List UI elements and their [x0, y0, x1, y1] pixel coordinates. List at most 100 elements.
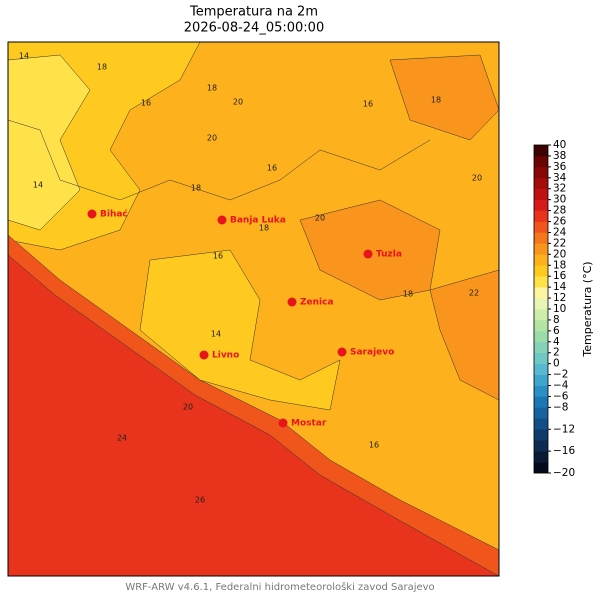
colorbar-tick-label: 40: [553, 139, 566, 151]
colorbar-tick-label: 6: [553, 325, 560, 337]
city-label: Bihać: [100, 209, 128, 220]
contour-label: 24: [117, 434, 127, 443]
contour-label: 20: [183, 403, 193, 412]
contour-label: 16: [141, 99, 151, 108]
colorbar-tick-label: 30: [553, 194, 566, 206]
city-marker: [199, 350, 209, 360]
colorbar-segment: [534, 166, 548, 179]
colorbar-tick-label: 2: [553, 347, 560, 359]
colorbar-tick-label: 14: [553, 281, 567, 293]
colorbar-tick-label: −12: [553, 423, 575, 435]
colorbar-segment: [534, 188, 548, 200]
field-zone: [8, 254, 499, 576]
contour-label: 14: [19, 52, 29, 61]
colorbar-tick-label: 18: [553, 259, 566, 271]
city-label: Tuzla: [376, 250, 402, 260]
colorbar-segment: [534, 440, 548, 452]
colorbar-segment: [534, 352, 548, 364]
colorbar-tick-label: 32: [553, 183, 566, 195]
colorbar-segment: [534, 210, 548, 222]
colorbar-tick-label: −4: [553, 380, 569, 392]
contour-label: 16: [213, 252, 223, 261]
contour-label: 18: [431, 96, 441, 105]
contour-label: 26: [195, 496, 205, 505]
colorbar-segment: [534, 298, 548, 310]
contour-label: 18: [97, 63, 107, 72]
colorbar-segment: [534, 451, 548, 463]
colorbar-segment: [534, 221, 548, 233]
contour-label: 14: [33, 181, 43, 190]
map-field: [8, 42, 499, 576]
colorbar-segment: [534, 330, 548, 343]
colorbar-segment: [534, 199, 548, 211]
contour-label: 20: [207, 134, 217, 143]
city-marker: [337, 347, 347, 357]
colorbar-segment: [534, 265, 548, 277]
colorbar-tick-label: 0: [553, 358, 560, 370]
colorbar-tick-label: 12: [553, 292, 566, 304]
colorbar-tick-label: −20: [553, 467, 575, 479]
city-marker: [217, 215, 227, 225]
colorbar-segment: [534, 254, 548, 266]
colorbar-tick-label: 20: [553, 248, 566, 260]
contour-label: 18: [191, 184, 201, 193]
colorbar-segment: [534, 155, 548, 168]
colorbar-segment: [534, 396, 548, 408]
city-label: Livno: [212, 351, 239, 361]
colorbar-tick-label: 10: [553, 303, 566, 315]
colorbar-segment: [534, 287, 548, 299]
border-line: [8, 119, 431, 201]
city-marker: [287, 297, 297, 307]
colorbar-label: Temperatura (°C): [581, 261, 594, 357]
contour-label: 20: [315, 214, 325, 223]
contour-label: 20: [472, 174, 482, 183]
field-zone: [139, 249, 341, 411]
contour-label: 16: [363, 100, 373, 109]
contour-label: 20: [233, 98, 243, 107]
map-frame: [7, 41, 500, 577]
colorbar-segment: [534, 145, 548, 157]
colorbar-tick-label: −6: [553, 390, 569, 402]
city-marker: [363, 249, 373, 259]
colorbar-segment: [534, 407, 548, 419]
contour-label: 22: [469, 289, 479, 298]
city-marker: [278, 418, 288, 428]
colorbar-segment: [534, 319, 548, 332]
colorbar-segment: [534, 374, 548, 386]
colorbar-tick-label: −16: [553, 445, 575, 457]
colorbar-tick-label: 26: [553, 216, 567, 228]
colorbar-tick-label: 24: [553, 226, 567, 238]
colorbar-tick-label: 38: [553, 150, 566, 162]
colorbar-segment: [534, 385, 548, 397]
colorbar-segment: [534, 309, 548, 321]
colorbar-tick-label: 36: [553, 161, 567, 173]
colorbar-segment: [534, 232, 548, 244]
colorbar-segment: [534, 363, 548, 375]
city-label: Sarajevo: [350, 348, 394, 358]
colorbar-segment: [534, 418, 548, 430]
contour-label: 14: [211, 330, 221, 339]
contour-label: 18: [403, 290, 413, 299]
contour-label: 18: [207, 84, 217, 93]
colorbar-tick-label: 34: [553, 172, 567, 184]
city-label: Zenica: [300, 298, 334, 308]
title: Temperatura na 2m: [189, 5, 318, 20]
colorbar-tick-label: −8: [553, 401, 568, 413]
colorbar-tick-label: 28: [553, 205, 566, 217]
colorbar-tick-label: 8: [553, 314, 560, 326]
city-label: Banja Luka: [230, 216, 286, 226]
subtitle: 2026-08-24_05:00:00: [184, 21, 324, 36]
colorbar-segment: [534, 462, 548, 474]
field-zone: [389, 54, 499, 141]
field-zone: [8, 54, 91, 231]
city-label: Mostar: [291, 419, 327, 429]
colorbar-segment: [534, 243, 548, 255]
colorbar-tick-label: −2: [553, 369, 568, 381]
colorbar-segment: [534, 177, 548, 190]
colorbar-segment: [534, 276, 548, 288]
colorbar-tick-label: 22: [553, 237, 566, 249]
colorbar-segment: [534, 341, 548, 354]
colorbar-tick-label: 16: [553, 270, 567, 282]
field-zone: [429, 269, 499, 401]
